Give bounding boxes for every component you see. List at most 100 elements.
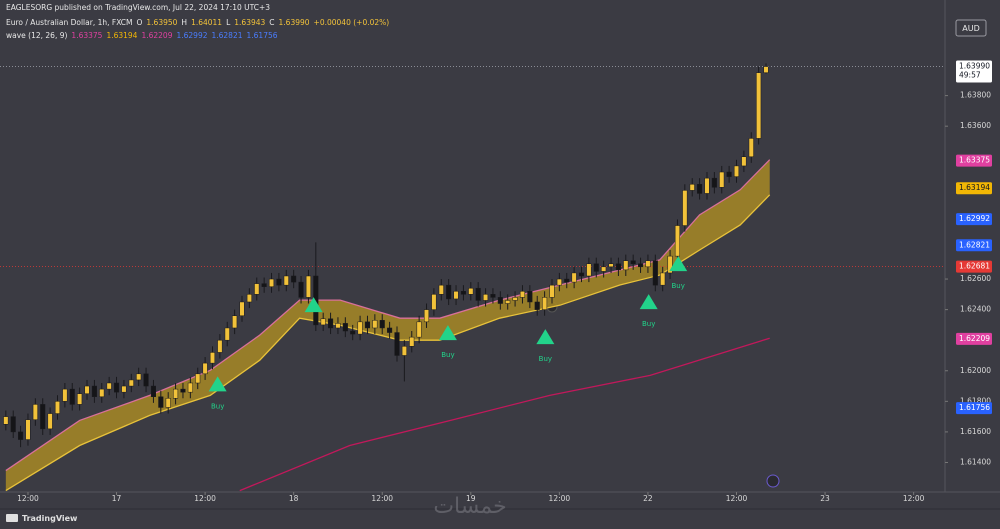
signal-label: Buy bbox=[539, 355, 552, 363]
candle-body bbox=[733, 165, 740, 177]
signal-label: Buy bbox=[211, 402, 224, 410]
candle-body bbox=[645, 260, 651, 268]
candle-body bbox=[630, 260, 636, 265]
candle-body bbox=[468, 287, 474, 295]
price-tag bbox=[956, 154, 992, 167]
candle-body bbox=[165, 398, 171, 408]
candle-body bbox=[490, 294, 496, 298]
indicator-value: 1.62992 bbox=[176, 31, 208, 40]
candle-body bbox=[47, 413, 53, 430]
candle-body bbox=[121, 385, 127, 393]
candle-body bbox=[423, 309, 430, 323]
candle-body bbox=[401, 346, 407, 356]
x-tick-label: 17 bbox=[112, 494, 122, 503]
publisher-line: EAGLESORG published on TradingView.com, … bbox=[6, 3, 274, 12]
candle-body bbox=[335, 323, 341, 329]
x-tick-label: 18 bbox=[289, 494, 299, 503]
candle-body bbox=[342, 323, 348, 332]
brand: TradingView bbox=[22, 514, 78, 523]
candle-body bbox=[40, 404, 46, 430]
candle-body bbox=[387, 327, 393, 333]
x-tick-label: 22 bbox=[643, 494, 653, 503]
candle-body bbox=[549, 284, 555, 298]
candle-body bbox=[564, 278, 570, 283]
candle-body bbox=[84, 385, 90, 394]
price-tag-label: 1.63194 bbox=[959, 183, 990, 192]
candle-body bbox=[534, 301, 540, 310]
candle-body bbox=[571, 272, 577, 283]
brand-logo bbox=[6, 514, 18, 522]
candle-body bbox=[446, 284, 452, 300]
price-tag-label: 1.62992 bbox=[959, 214, 990, 223]
candle-body bbox=[150, 385, 156, 398]
candle-body bbox=[689, 184, 695, 191]
candle-body bbox=[195, 373, 201, 384]
candle-body bbox=[291, 275, 297, 283]
x-tick-label: 23 bbox=[820, 494, 830, 503]
y-tick-label: 1.62400 bbox=[960, 305, 991, 314]
candle-body bbox=[261, 283, 267, 287]
candle-body bbox=[711, 177, 717, 188]
candle-body bbox=[209, 352, 216, 364]
candle-body bbox=[372, 320, 378, 329]
change: +0.00040 (+0.02%) bbox=[313, 18, 390, 27]
currency: AUD bbox=[962, 24, 980, 33]
candle-body bbox=[268, 278, 275, 287]
candle-body bbox=[173, 388, 179, 399]
candle-body bbox=[106, 382, 112, 390]
ohlc-key: L bbox=[226, 18, 231, 27]
price-tag-label: 1.63990 bbox=[959, 62, 990, 71]
ohlc-key: H bbox=[181, 18, 188, 27]
candle-body bbox=[674, 225, 680, 257]
buy-signal bbox=[639, 294, 658, 310]
candle-body bbox=[62, 388, 68, 402]
indicator-value: 1.61756 bbox=[246, 31, 278, 40]
price-tag bbox=[956, 213, 992, 226]
candle-body bbox=[416, 321, 422, 338]
candle-body bbox=[143, 373, 149, 387]
price-tag-countdown: 49:57 bbox=[959, 71, 981, 80]
candle-body bbox=[608, 263, 614, 268]
publisher: EAGLESORG published on TradingView.com, … bbox=[6, 3, 271, 12]
candle-body bbox=[660, 272, 666, 286]
buy-signal bbox=[208, 376, 227, 392]
candle-body bbox=[298, 281, 304, 298]
symbol-line: Euro / Australian Dollar, 1h, FXCM O 1.639… bbox=[6, 18, 393, 27]
indicator-value: 1.62821 bbox=[211, 31, 243, 40]
candle-body bbox=[254, 283, 260, 295]
indicator-value: 1.62209 bbox=[141, 31, 173, 40]
candle-body bbox=[638, 263, 644, 268]
price-tag bbox=[956, 260, 992, 273]
candle-body bbox=[704, 177, 710, 194]
candle-body bbox=[305, 275, 311, 298]
currency-box bbox=[955, 19, 987, 37]
candle-body bbox=[682, 190, 688, 226]
candle-body bbox=[283, 275, 289, 286]
x-tick-label: 12:00 bbox=[549, 494, 571, 503]
candle-body bbox=[180, 388, 186, 393]
x-tick-label: 12:00 bbox=[371, 494, 393, 503]
candle-body bbox=[460, 291, 466, 295]
y-tick-label: 1.61600 bbox=[960, 427, 991, 436]
y-tick-label: 1.62000 bbox=[960, 366, 991, 375]
candle-body bbox=[77, 393, 83, 405]
indicator-line: wave (12, 26, 9) 1.63375 1.63194 1.62209 1.6… bbox=[6, 31, 282, 40]
candle-body bbox=[217, 339, 223, 353]
indicator-line bbox=[239, 337, 770, 492]
candle-body bbox=[69, 388, 75, 405]
candle-body bbox=[431, 294, 437, 310]
candle-body bbox=[578, 272, 585, 277]
candle-body bbox=[475, 287, 481, 301]
x-tick-label: 12:00 bbox=[726, 494, 748, 503]
candle-body bbox=[232, 315, 238, 329]
candle-body bbox=[519, 291, 526, 298]
candle-body bbox=[763, 66, 769, 73]
candle-body bbox=[10, 416, 16, 433]
x-tick-label: 12:00 bbox=[194, 494, 216, 503]
candle-body bbox=[667, 255, 673, 274]
candle-body bbox=[601, 266, 607, 272]
y-tick-label: 1.63600 bbox=[960, 121, 991, 130]
candle-body bbox=[652, 260, 658, 286]
candle-body bbox=[350, 330, 356, 335]
